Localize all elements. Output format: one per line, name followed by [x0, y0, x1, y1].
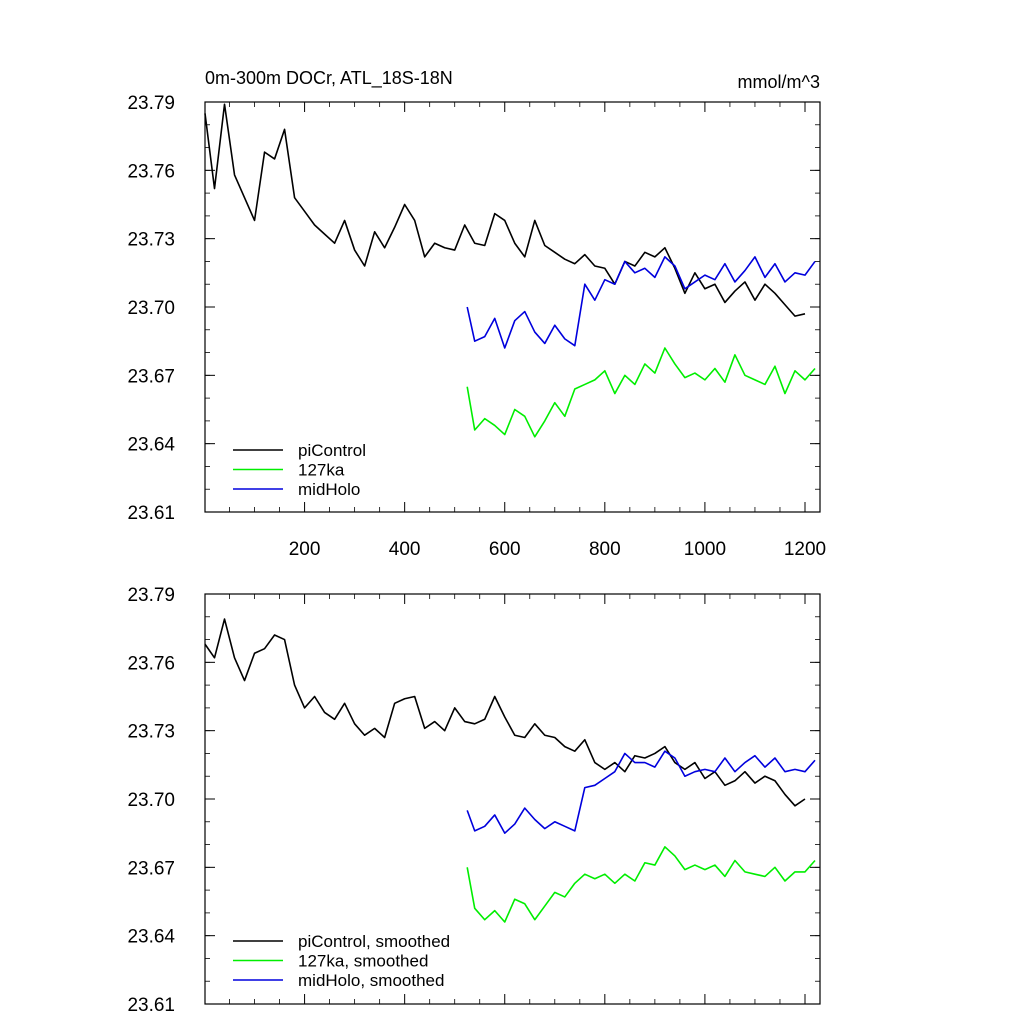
units-label: mmol/m^3: [738, 72, 820, 92]
x-tick-label: 200: [289, 539, 321, 560]
y-tick-label: 23.79: [127, 585, 175, 606]
y-tick-label: 23.67: [127, 366, 175, 387]
legend-label: 127ka: [298, 461, 345, 480]
ticks-group: 23.61 23.64 23.67 23.70 23.73 23.76 23.79 200 40…: [127, 93, 826, 560]
y-tick-label: 23.61: [127, 503, 175, 524]
y-tick-label: 23.64: [127, 435, 175, 456]
series-group: [204, 103, 816, 438]
y-tick-label: 23.79: [127, 93, 175, 114]
x-tick-label: 1000: [684, 539, 726, 560]
x-tick-label: 400: [389, 539, 421, 560]
plot-frame: [204, 593, 821, 1005]
x-tick-label: 800: [589, 539, 621, 560]
legend-label: midHolo: [298, 480, 360, 499]
bottom-panel: 23.61 23.64 23.67 23.70 23.73 23.76 23.79 piCo…: [127, 585, 821, 1016]
x-tick-label: 600: [489, 539, 521, 560]
y-tick-label: 23.73: [127, 230, 175, 251]
y-tick-label: 23.76: [127, 653, 175, 674]
series-group: [204, 618, 816, 923]
y-tick-label: 23.67: [127, 858, 175, 879]
y-tick-label: 23.70: [127, 298, 175, 319]
series-line-1: [466, 846, 816, 923]
y-tick-label: 23.64: [127, 927, 175, 948]
series-line-2: [466, 256, 816, 349]
ticks-group: 23.61 23.64 23.67 23.70 23.73 23.76 23.79: [127, 585, 820, 1016]
y-tick-label: 23.61: [127, 995, 175, 1016]
chart-title: 0m-300m DOCr, ATL_18S-18N: [205, 68, 453, 89]
x-tick-label: 1200: [784, 539, 826, 560]
legend-label: midHolo, smoothed: [298, 971, 444, 990]
y-tick-label: 23.76: [127, 161, 175, 182]
series-line-0: [204, 618, 806, 807]
y-tick-label: 23.73: [127, 722, 175, 743]
legend-label: 127ka, smoothed: [298, 952, 428, 971]
y-tick-label: 23.70: [127, 790, 175, 811]
plot-frame: [204, 101, 821, 513]
legend-label: piControl: [298, 441, 366, 460]
series-line-2: [466, 750, 816, 834]
top-panel: 0m-300m DOCr, ATL_18S-18N mmol/m^3 23.61…: [127, 68, 826, 560]
series-line-0: [204, 103, 806, 317]
legend-label: piControl, smoothed: [298, 932, 450, 951]
series-line-1: [466, 347, 816, 438]
